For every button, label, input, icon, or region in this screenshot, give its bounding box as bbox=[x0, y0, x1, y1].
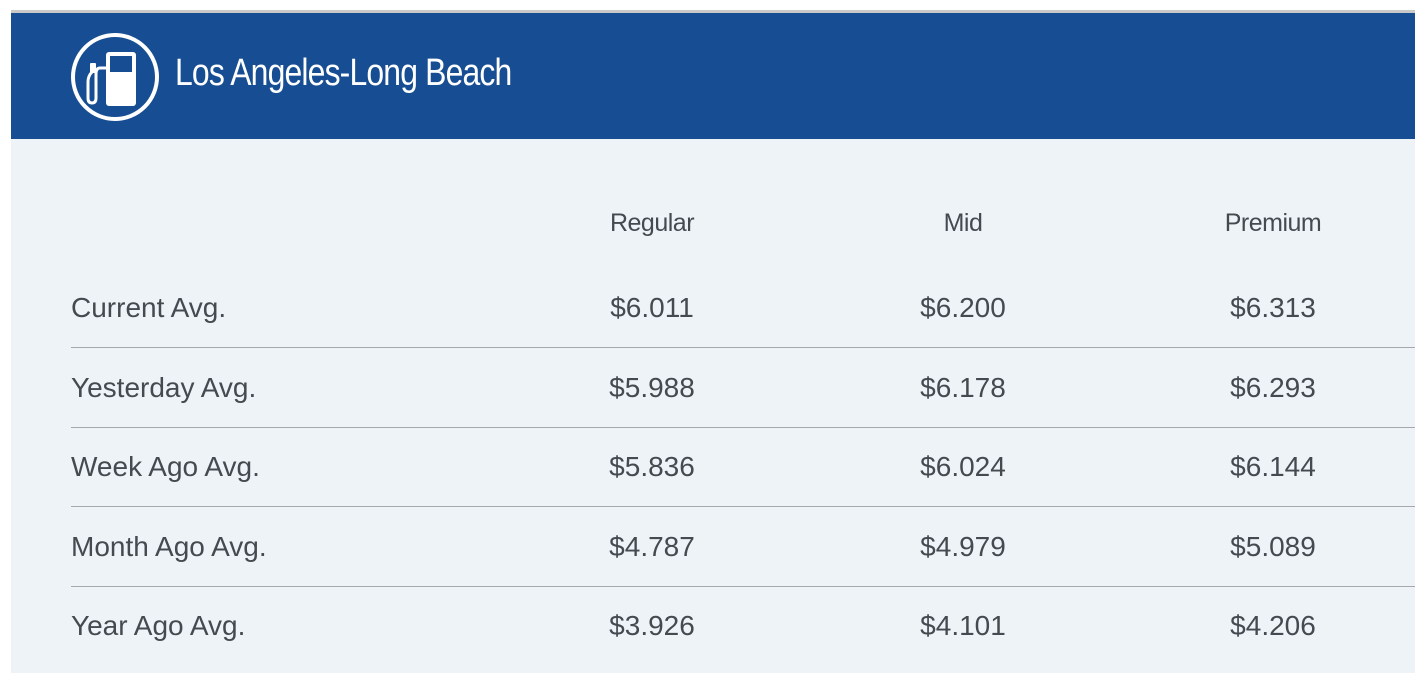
page-title: Los Angeles-Long Beach bbox=[175, 52, 512, 94]
price-premium: $6.293 bbox=[1230, 372, 1316, 403]
price-mid: $4.101 bbox=[920, 610, 1006, 641]
price-premium: $6.313 bbox=[1230, 292, 1316, 323]
price-mid: $4.979 bbox=[920, 531, 1006, 562]
column-header-regular: Regular bbox=[609, 209, 695, 237]
price-mid: $6.178 bbox=[920, 372, 1006, 403]
price-premium: $6.144 bbox=[1230, 451, 1316, 482]
price-regular: $5.988 bbox=[609, 372, 695, 403]
card-header: Los Angeles-Long Beach bbox=[11, 13, 1415, 139]
top-border bbox=[11, 10, 1415, 13]
price-mid: $6.200 bbox=[920, 292, 1006, 323]
row-label: Month Ago Avg. bbox=[71, 531, 267, 562]
row-label: Yesterday Avg. bbox=[71, 372, 257, 403]
row-label: Year Ago Avg. bbox=[71, 610, 246, 641]
row-label: Current Avg. bbox=[71, 292, 227, 323]
table-row: Yesterday Avg. $5.988 $6.178 $6.293 bbox=[71, 348, 1415, 428]
gas-price-card: Los Angeles-Long Beach Regular Mid Premi… bbox=[11, 13, 1415, 673]
column-header-premium: Premium bbox=[1224, 209, 1322, 237]
table-row: Current Avg. $6.011 $6.200 $6.313 bbox=[71, 268, 1415, 348]
table-row: Month Ago Avg. $4.787 $4.979 $5.089 bbox=[71, 507, 1415, 587]
table-row: Week Ago Avg. $5.836 $6.024 $6.144 bbox=[71, 427, 1415, 507]
price-premium: $5.089 bbox=[1230, 531, 1316, 562]
price-regular: $3.926 bbox=[609, 610, 695, 641]
price-regular: $4.787 bbox=[609, 531, 695, 562]
row-label: Week Ago Avg. bbox=[71, 451, 260, 482]
price-regular: $5.836 bbox=[609, 451, 695, 482]
column-header-mid: Mid bbox=[943, 209, 983, 237]
price-premium: $4.206 bbox=[1230, 610, 1316, 641]
price-regular: $6.011 bbox=[610, 292, 694, 323]
price-mid: $6.024 bbox=[920, 451, 1006, 482]
table-row: Year Ago Avg. $3.926 $4.101 $4.206 bbox=[71, 586, 1415, 665]
gas-pump-icon bbox=[71, 33, 159, 121]
